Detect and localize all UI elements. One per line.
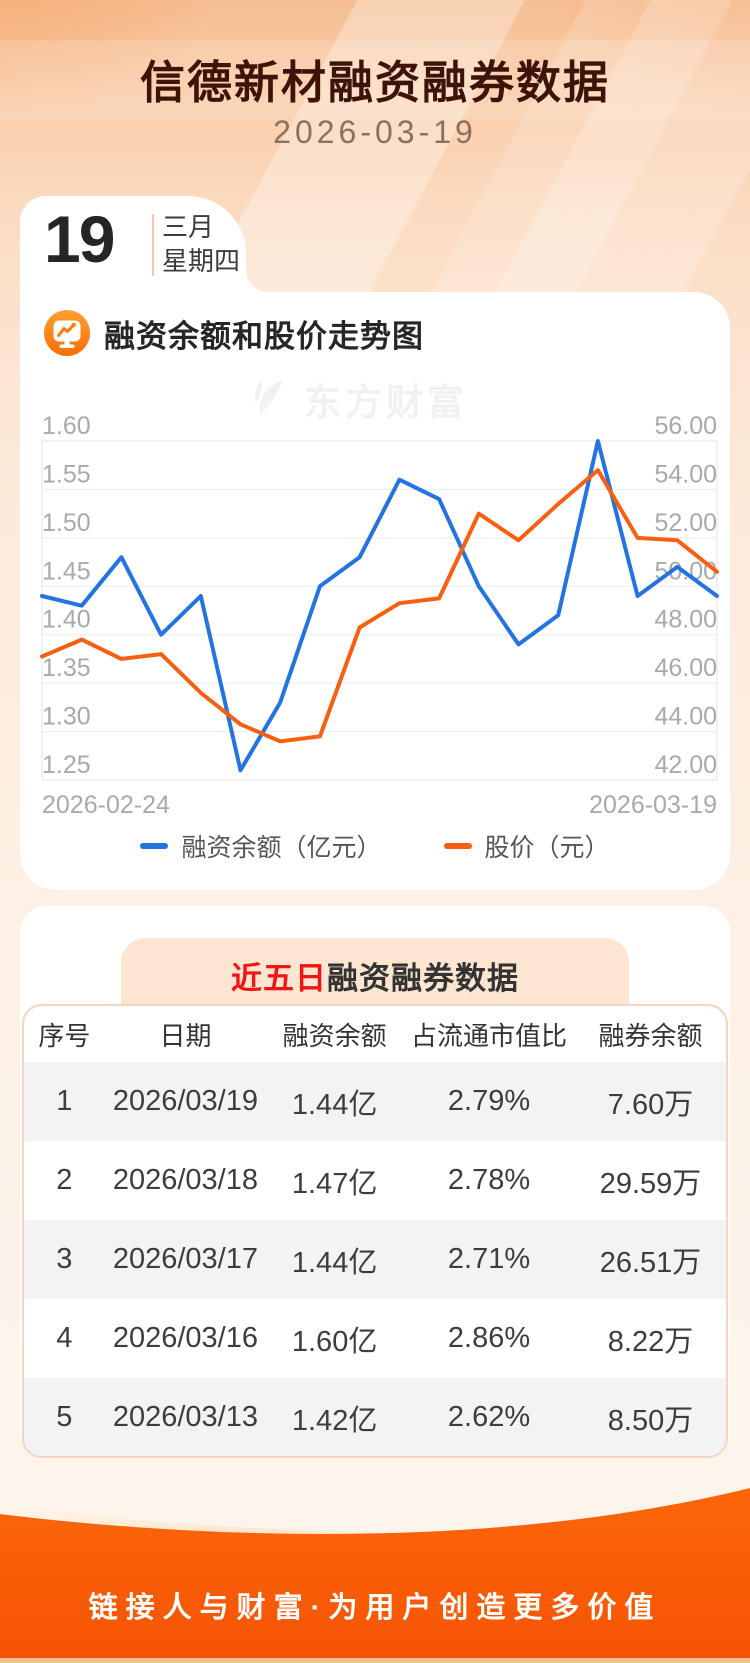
column-header: 日期 (159, 1020, 212, 1051)
table-cell: 8.22万 (607, 1325, 694, 1358)
footer-wave-main (0, 1488, 750, 1658)
column-header: 序号 (38, 1020, 91, 1051)
table-cell: 2026/03/19 (112, 1085, 259, 1117)
svg-text:52.00: 52.00 (654, 509, 717, 537)
report-date: 2026-03-19 (273, 114, 477, 150)
banner-highlight-text: 近五日 (231, 961, 327, 996)
table-cell: 1.47亿 (291, 1167, 378, 1200)
calendar-card-curve (246, 271, 268, 293)
table-cell: 2.71% (447, 1243, 531, 1275)
table-cell: 4 (56, 1322, 73, 1354)
table-cell: 26.51万 (599, 1246, 702, 1279)
line-chart: 1.60 56.001.55 54.001.50 52.001.45 50.001.40… (40, 412, 719, 819)
table-cell: 2.79% (447, 1085, 531, 1117)
svg-text:46.00: 46.00 (654, 654, 717, 682)
table-cell: 2 (56, 1164, 73, 1196)
legend-marker-orange (443, 843, 472, 849)
table-cell: 3 (56, 1243, 73, 1275)
table-cell: 1.44亿 (291, 1088, 378, 1121)
svg-text:56.00: 56.00 (654, 412, 717, 440)
chart-legend: 融资余额（亿元） 股价（元） (0, 828, 750, 864)
table-cell: 7.60万 (607, 1088, 694, 1121)
svg-text:2026-02-24: 2026-02-24 (42, 791, 170, 819)
table-cell: 1.44亿 (291, 1246, 378, 1279)
legend-marker-blue (140, 843, 169, 849)
legend-label: 融资余额（亿元） (181, 834, 382, 862)
svg-text:48.00: 48.00 (654, 606, 717, 634)
trend-monitor-icon (44, 310, 90, 356)
table-cell: 1.60亿 (291, 1325, 378, 1358)
table-cell: 2.62% (447, 1401, 531, 1433)
svg-text:1.30: 1.30 (42, 703, 91, 731)
legend-label: 股价（元） (484, 834, 610, 862)
column-header: 占流通市值比 (411, 1020, 568, 1051)
chart-section-title: 融资余额和股价走势图 (104, 318, 424, 354)
banner-rest-text: 融资融券数据 (327, 961, 519, 996)
table-row: 4 2026/03/16 1.60亿 2.86% 8.22万 (24, 1299, 726, 1378)
svg-text:1.35: 1.35 (42, 654, 91, 682)
svg-text:1.55: 1.55 (42, 460, 91, 488)
column-header: 融资余额 (282, 1020, 387, 1051)
table-cell: 8.50万 (607, 1404, 694, 1437)
calendar-divider (152, 214, 154, 276)
footer-slogan: 链接人与财富·为用户创造更多价值 (88, 1592, 662, 1624)
svg-text:1.60: 1.60 (42, 412, 91, 440)
table-cell: 2026/03/16 (112, 1322, 259, 1354)
footer (0, 1480, 750, 1658)
svg-text:1.25: 1.25 (42, 751, 91, 779)
svg-text:2026-03-19: 2026-03-19 (589, 791, 717, 819)
svg-text:42.00: 42.00 (654, 751, 717, 779)
table-header-row: 序号 日期 融资余额 占流通市值比 融券余额 (24, 1006, 726, 1062)
table-banner-title: 近五日融资融券数据 (121, 938, 629, 998)
table-row: 3 2026/03/17 1.44亿 2.71% 26.51万 (24, 1220, 726, 1299)
page-title: 信德新材融资融券数据 (139, 57, 610, 108)
svg-text:1.40: 1.40 (42, 606, 91, 634)
table-cell: 1.42亿 (291, 1404, 378, 1437)
table-body: 1 2026/03/19 1.44亿 2.79% 7.60万 2 2026/03/18 1.4… (24, 1062, 726, 1456)
table-row: 1 2026/03/19 1.44亿 2.79% 7.60万 (24, 1062, 726, 1141)
table-cell: 29.59万 (599, 1167, 702, 1200)
svg-text:54.00: 54.00 (654, 460, 717, 488)
svg-text:44.00: 44.00 (654, 703, 717, 731)
table-cell: 2.86% (447, 1322, 531, 1354)
svg-text:1.50: 1.50 (42, 509, 91, 537)
table-cell: 2026/03/18 (112, 1164, 259, 1196)
footer-wave (0, 1488, 750, 1658)
legend-item-margin-balance: 融资余额（亿元） (140, 828, 382, 864)
calendar-card (20, 196, 246, 293)
table-cell: 1 (56, 1085, 73, 1117)
chart-section-header: 融资余额和股价走势图 (44, 310, 424, 356)
table-cell: 2026/03/17 (112, 1243, 259, 1275)
data-table: 序号 日期 融资余额 占流通市值比 融券余额 1 2026/03/19 1.44亿 2… (22, 1004, 728, 1458)
calendar-weekday: 星期四 (162, 246, 241, 276)
table-row: 2 2026/03/18 1.47亿 2.78% 29.59万 (24, 1141, 726, 1220)
svg-text:1.45: 1.45 (42, 557, 91, 585)
legend-item-stock-price: 股价（元） (443, 828, 610, 864)
calendar-day: 19 (44, 202, 115, 276)
table-cell: 5 (56, 1401, 73, 1433)
table-row: 5 2026/03/13 1.42亿 2.62% 8.50万 (24, 1378, 726, 1456)
table-cell: 2.78% (447, 1164, 531, 1196)
table-cell: 2026/03/13 (112, 1401, 259, 1433)
calendar-month: 三月 (162, 212, 215, 242)
column-header: 融券余额 (598, 1020, 703, 1051)
